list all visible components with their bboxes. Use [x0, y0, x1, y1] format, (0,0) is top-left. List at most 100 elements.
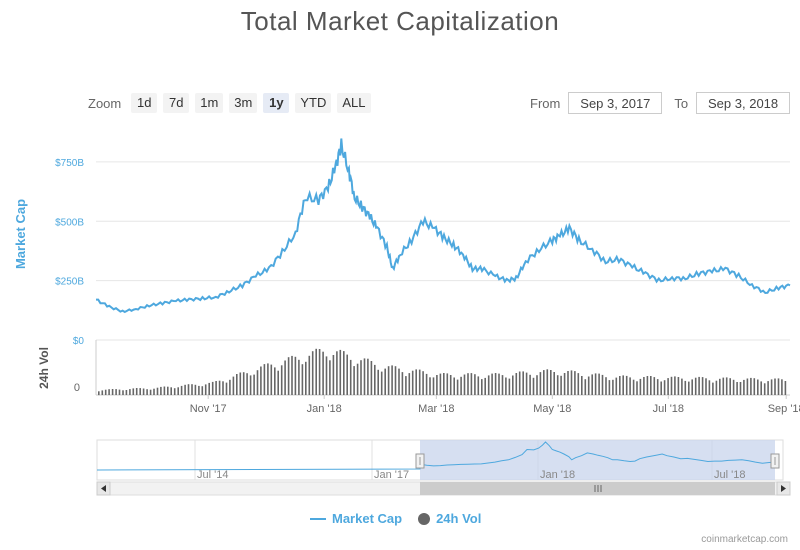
- volume-bar: [560, 375, 562, 395]
- volume-bar: [239, 372, 242, 395]
- volume-bar: [111, 389, 114, 395]
- scrollbar-grip: [594, 485, 602, 492]
- volume-bar: [670, 376, 673, 395]
- zoom-1d-button[interactable]: 1d: [131, 93, 158, 113]
- volume-bar: [694, 377, 697, 395]
- volume-bar: [484, 377, 486, 395]
- chart-area: $0 $250B $500B $750B Market Cap 24h Vol 0 N…: [13, 138, 800, 496]
- volume-bar: [160, 386, 162, 395]
- zoom-ytd-button[interactable]: YTD: [295, 93, 332, 113]
- navigator-selection[interactable]: [420, 440, 775, 480]
- volume-bar: [349, 359, 352, 395]
- volume-bar: [574, 371, 576, 395]
- volume-bar: [667, 378, 669, 395]
- volume-bar: [270, 364, 273, 395]
- volume-bar: [346, 354, 348, 395]
- from-date-input[interactable]: [568, 92, 663, 114]
- zoom-all-button[interactable]: ALL: [337, 93, 371, 113]
- zoom-1y-button[interactable]: 1y: [263, 93, 290, 113]
- volume-bar: [387, 366, 390, 395]
- volume-bar: [646, 376, 649, 395]
- x-tick-label: Nov '17: [190, 403, 227, 415]
- volume-bar: [656, 379, 659, 395]
- volume-bar: [474, 374, 476, 395]
- y-tick-label: $500B: [55, 217, 84, 228]
- circle-swatch-icon: [418, 512, 431, 525]
- volume-bar: [712, 382, 714, 395]
- volume-bar: [529, 374, 531, 395]
- volume-bar: [98, 391, 100, 396]
- volume-bar: [332, 355, 335, 395]
- volume-bar: [477, 376, 480, 395]
- volume-bar: [329, 360, 331, 395]
- volume-bar: [553, 372, 555, 395]
- volume-bar: [584, 379, 587, 395]
- volume-axis-title: 24h Vol: [37, 347, 51, 389]
- x-tick-label: Jan '18: [307, 403, 342, 415]
- volume-bar: [173, 388, 176, 395]
- volume-bar: [674, 376, 676, 395]
- y-tick-label: $750B: [55, 158, 84, 169]
- volume-bar: [636, 381, 638, 395]
- navigator-labels: Jul '14 Jan '17 Jan '18 Jul '18: [197, 469, 745, 481]
- zoom-7d-button[interactable]: 7d: [163, 93, 190, 113]
- volume-bar: [215, 381, 217, 395]
- volume-bar: [156, 387, 159, 395]
- volume-bar: [377, 369, 379, 395]
- volume-bar: [198, 385, 200, 395]
- volume-bar: [567, 371, 569, 395]
- volume-bar: [688, 381, 690, 395]
- volume-bar: [508, 378, 511, 395]
- volume-bar: [135, 388, 138, 395]
- volume-bar: [122, 390, 124, 395]
- volume-bar: [139, 388, 141, 395]
- volume-bar: [594, 373, 597, 395]
- volume-bar: [446, 373, 449, 395]
- volume-bar: [781, 379, 783, 395]
- volume-bar: [418, 369, 421, 395]
- zoom-1m-button[interactable]: 1m: [195, 93, 224, 113]
- volume-bar: [191, 384, 193, 395]
- to-date-input[interactable]: [696, 92, 791, 114]
- gridlines: [96, 161, 790, 341]
- volume-bar: [581, 376, 583, 395]
- volume-bar: [763, 383, 766, 395]
- volume-bar: [550, 370, 552, 395]
- zoom-label: Zoom: [88, 95, 122, 111]
- volume-bar: [401, 372, 404, 395]
- volume-bar: [546, 369, 549, 395]
- zoom-3m-button[interactable]: 3m: [229, 93, 258, 113]
- volume-bar: [784, 381, 787, 395]
- volume-bar: [601, 374, 604, 395]
- volume-bar: [308, 355, 311, 395]
- volume-bar: [481, 379, 483, 395]
- volume-bar: [757, 379, 759, 395]
- volume-bar: [587, 376, 590, 395]
- volume-bar: [456, 379, 459, 395]
- legend-volume[interactable]: 24h Vol: [418, 511, 481, 526]
- legend-market-cap[interactable]: Market Cap: [310, 511, 402, 526]
- volume-bar: [225, 382, 228, 395]
- navigator[interactable]: Jul '14 Jan '17 Jan '18 Jul '18: [96, 439, 791, 496]
- volume-bar: [184, 384, 186, 395]
- volume-bar: [619, 376, 621, 395]
- chart-title: Total Market Capitalization: [240, 6, 560, 36]
- x-tick-label: May '18: [533, 403, 571, 415]
- volume-bar: [132, 388, 135, 395]
- volume-bar: [125, 390, 128, 395]
- volume-bar: [577, 373, 580, 395]
- volume-bar: [287, 357, 290, 395]
- volume-bar: [318, 349, 321, 395]
- volume-bar: [443, 373, 445, 395]
- volume-bar: [753, 378, 756, 395]
- scroll-left-icon: [101, 485, 106, 492]
- volume-bar: [301, 364, 304, 395]
- volume-bar: [277, 370, 279, 395]
- volume-bar: [208, 382, 210, 395]
- volume-bar: [249, 375, 252, 395]
- volume-bar: [622, 375, 624, 395]
- volume-zero-label: 0: [74, 382, 80, 394]
- volume-bar: [363, 358, 366, 395]
- volume-bar: [701, 377, 704, 395]
- volume-bar: [432, 377, 435, 395]
